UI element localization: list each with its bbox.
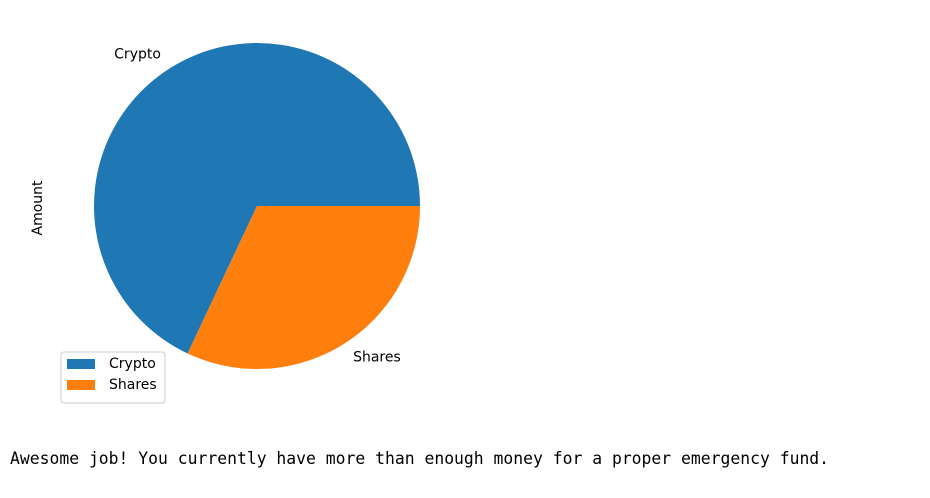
legend-label-shares: Shares: [109, 377, 157, 393]
legend-label-crypto: Crypto: [109, 356, 156, 372]
pie-slice-label-crypto: Crypto: [114, 47, 161, 63]
output-message: Awesome job! You currently have more tha…: [10, 449, 830, 468]
pie-chart: Crypto Shares Amount Crypto Shares: [30, 43, 420, 404]
legend-swatch-shares: [67, 380, 95, 390]
legend: Crypto Shares: [60, 351, 166, 404]
legend-swatch-crypto: [67, 359, 95, 369]
pie-slice-crypto: [94, 43, 420, 354]
pie-slice-labels: Crypto Shares: [114, 47, 401, 366]
pie-slices: [94, 43, 420, 370]
legend-entries: Crypto Shares: [67, 356, 157, 393]
pie-slice-label-shares: Shares: [353, 349, 401, 365]
pie-slice-shares: [187, 206, 420, 370]
y-axis-label: Amount: [30, 180, 46, 236]
